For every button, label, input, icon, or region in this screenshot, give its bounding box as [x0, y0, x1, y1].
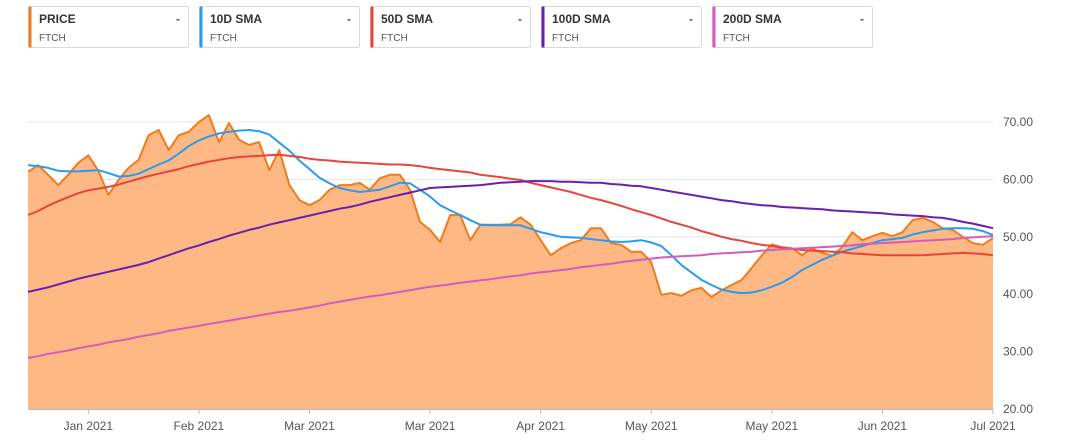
legend-ticker: FTCH	[381, 33, 408, 44]
y-tick-label: 40.00	[1003, 287, 1033, 301]
y-tick-label: 30.00	[1003, 345, 1033, 359]
legend-item[interactable]: 10D SMA FTCH -	[199, 6, 360, 48]
x-tick-label: May 2021	[625, 419, 678, 433]
legend-name: 10D SMA	[210, 12, 262, 26]
legend-ticker: FTCH	[723, 33, 750, 44]
x-tick-label: Jan 2021	[64, 419, 114, 433]
legend-value: -	[347, 12, 351, 26]
x-tick-label: Mar 2021	[405, 419, 456, 433]
legend-ticker: FTCH	[210, 33, 237, 44]
x-tick-label: Apr 2021	[516, 419, 565, 433]
price-area	[28, 115, 993, 409]
y-tick-label: 70.00	[1003, 115, 1033, 129]
series-line	[27, 129, 994, 295]
series-line	[27, 180, 994, 293]
legend-swatch	[541, 6, 545, 48]
legend-value: -	[518, 12, 522, 26]
legend-item[interactable]: 50D SMA FTCH -	[370, 6, 531, 48]
legend-swatch	[370, 6, 374, 48]
legend-swatch	[28, 6, 32, 48]
legend-item[interactable]: 200D SMA FTCH -	[712, 6, 873, 48]
x-tick-label: Feb 2021	[174, 419, 225, 433]
legend-value: -	[176, 12, 180, 26]
legend-ticker: FTCH	[39, 33, 66, 44]
series-line	[27, 153, 994, 257]
y-tick-label: 50.00	[1003, 230, 1033, 244]
y-tick-label: 60.00	[1003, 172, 1033, 186]
legend-value: -	[860, 12, 864, 26]
legend-swatch	[712, 6, 716, 48]
legend-name: 50D SMA	[381, 12, 433, 26]
legend-name: 200D SMA	[723, 12, 782, 26]
legend-name: 100D SMA	[552, 12, 611, 26]
x-tick-label: Jun 2021	[858, 419, 908, 433]
legend-item[interactable]: PRICE FTCH -	[28, 6, 189, 48]
y-tick-label: 20.00	[1003, 402, 1033, 416]
legend-value: -	[689, 12, 693, 26]
x-tick-label: Mar 2021	[284, 419, 335, 433]
legend-swatch	[199, 6, 203, 48]
series-line	[27, 235, 994, 359]
legend-ticker: FTCH	[552, 33, 579, 44]
legend-name: PRICE	[39, 12, 76, 26]
x-tick-label: May 2021	[746, 419, 799, 433]
legend-item[interactable]: 100D SMA FTCH -	[541, 6, 702, 48]
x-tick-label: Jul 2021	[970, 419, 1016, 433]
